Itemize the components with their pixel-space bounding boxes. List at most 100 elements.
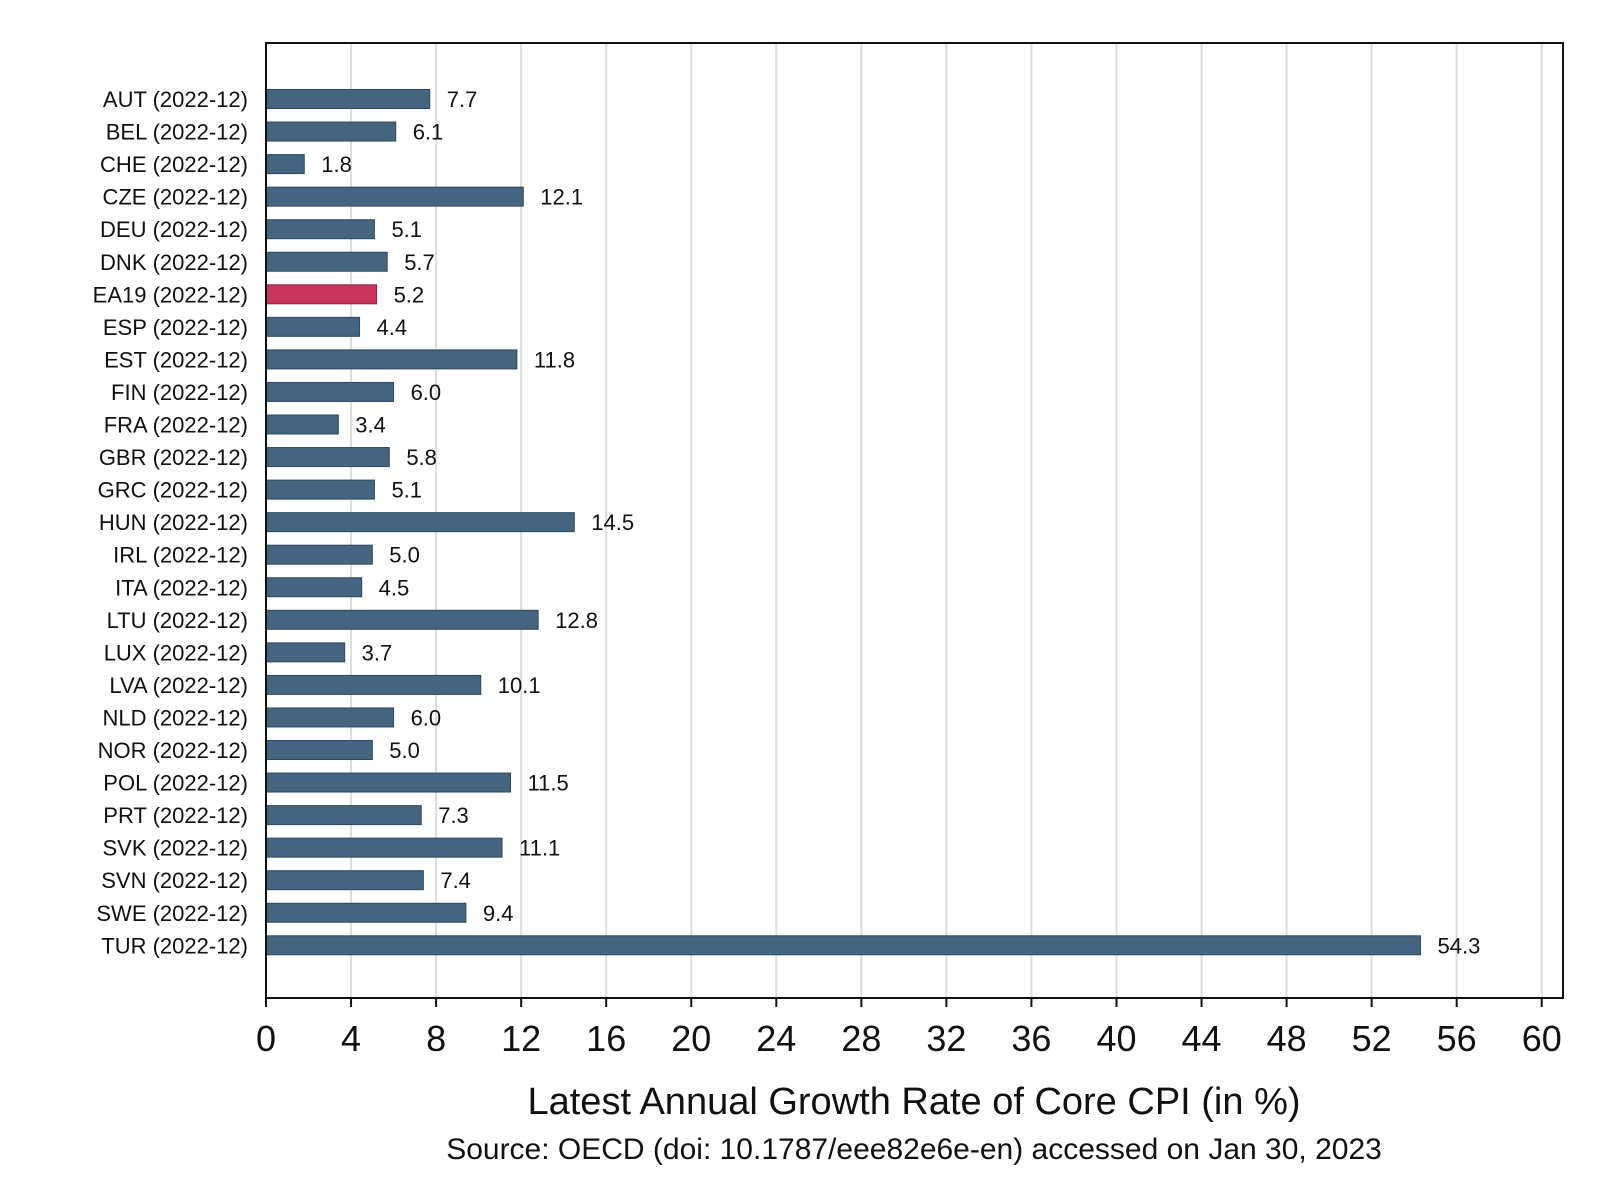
category-label: DNK (2022-12) bbox=[100, 250, 248, 275]
bar-value-label: 5.2 bbox=[394, 282, 425, 307]
bar bbox=[265, 349, 518, 370]
bar bbox=[265, 512, 575, 533]
category-label: PRT (2022-12) bbox=[103, 803, 248, 828]
category-label: POL (2022-12) bbox=[103, 771, 248, 796]
category-label: LTU (2022-12) bbox=[107, 608, 248, 633]
x-tick-label: 44 bbox=[1182, 1018, 1222, 1059]
category-label: LVA (2022-12) bbox=[109, 673, 248, 698]
bar bbox=[265, 447, 390, 468]
x-tick-label: 0 bbox=[256, 1018, 276, 1059]
category-label: FIN (2022-12) bbox=[111, 380, 248, 405]
bar bbox=[265, 935, 1422, 956]
category-label: IRL (2022-12) bbox=[113, 543, 248, 568]
category-labels: AUT (2022-12) BEL (2022-12) CHE (2022-12) C… bbox=[93, 87, 248, 958]
category-label: AUT (2022-12) bbox=[103, 87, 248, 112]
category-label: CHE (2022-12) bbox=[100, 152, 248, 177]
x-tick-label: 8 bbox=[426, 1018, 446, 1059]
bar-value-label: 14.5 bbox=[591, 510, 634, 535]
bar bbox=[265, 707, 395, 728]
value-labels: 7.76.1 1.8 12.1 5.1 5.7 5.2 4.4 11.8 6.0 3.4 5.8 5.… bbox=[321, 87, 1480, 958]
bar-value-label: 4.5 bbox=[379, 575, 410, 600]
x-tick-label: 16 bbox=[586, 1018, 626, 1059]
category-label: NLD (2022-12) bbox=[102, 705, 248, 730]
category-label: NOR (2022-12) bbox=[98, 738, 248, 763]
source-note: Source: OECD (doi: 10.1787/eee82e6e-en) … bbox=[446, 1133, 1382, 1166]
category-label: BEL (2022-12) bbox=[106, 120, 248, 145]
category-label: DEU (2022-12) bbox=[100, 217, 248, 242]
bar bbox=[265, 121, 397, 142]
bar bbox=[265, 316, 361, 337]
x-tick-label: 40 bbox=[1096, 1018, 1136, 1059]
category-label: FRA (2022-12) bbox=[104, 413, 248, 438]
category-label: ESP (2022-12) bbox=[103, 315, 248, 340]
category-label: HUN (2022-12) bbox=[99, 510, 248, 535]
bar bbox=[265, 577, 363, 598]
bar bbox=[265, 772, 512, 793]
category-label: GBR (2022-12) bbox=[99, 445, 248, 470]
bar-value-label: 7.7 bbox=[447, 87, 478, 112]
x-tick-label: 28 bbox=[841, 1018, 881, 1059]
x-tick-label: 56 bbox=[1437, 1018, 1477, 1059]
bar bbox=[265, 479, 375, 500]
bar bbox=[265, 674, 482, 695]
bar-value-label: 3.4 bbox=[355, 413, 386, 438]
bar-value-label: 3.7 bbox=[362, 640, 393, 665]
x-axis-ticks: 0 4 8 12 16 20 24 28 32 36 40 44 48 52 56 60 bbox=[256, 998, 1562, 1059]
bar bbox=[265, 609, 539, 630]
bar bbox=[265, 642, 346, 663]
bar bbox=[265, 381, 395, 402]
x-tick-label: 12 bbox=[501, 1018, 541, 1059]
bar-value-label: 7.4 bbox=[440, 868, 471, 893]
category-label: LUX (2022-12) bbox=[104, 640, 248, 665]
bar bbox=[265, 805, 422, 826]
bar bbox=[265, 89, 431, 109]
bar-value-label: 5.1 bbox=[391, 217, 422, 242]
bar-value-label: 12.1 bbox=[540, 185, 583, 210]
plot-frame bbox=[265, 42, 1564, 999]
bar-value-label: 6.0 bbox=[411, 705, 442, 730]
bar-value-label: 5.0 bbox=[389, 738, 420, 763]
bar bbox=[265, 284, 378, 305]
bar-value-label: 4.4 bbox=[377, 315, 408, 340]
bar-value-label: 12.8 bbox=[555, 608, 598, 633]
bar bbox=[265, 837, 503, 858]
category-label: EST (2022-12) bbox=[104, 347, 248, 372]
bar bbox=[265, 219, 375, 240]
category-label: ITA (2022-12) bbox=[115, 575, 248, 600]
bar-value-label: 5.1 bbox=[391, 478, 422, 503]
bar bbox=[265, 414, 339, 435]
x-tick-label: 52 bbox=[1352, 1018, 1392, 1059]
bar-value-label: 6.0 bbox=[411, 380, 442, 405]
category-label: SVN (2022-12) bbox=[101, 868, 248, 893]
bar bbox=[265, 870, 424, 891]
category-label: CZE (2022-12) bbox=[102, 185, 248, 210]
x-tick-label: 4 bbox=[341, 1018, 361, 1059]
bar-value-label: 5.0 bbox=[389, 543, 420, 568]
x-axis-title: Latest Annual Growth Rate of Core CPI (i… bbox=[527, 1081, 1300, 1123]
category-label: TUR (2022-12) bbox=[101, 933, 248, 958]
bar bbox=[265, 154, 305, 175]
bar-value-label: 11.8 bbox=[534, 347, 575, 372]
bar-value-label: 11.1 bbox=[519, 836, 560, 861]
bar-value-label: 7.3 bbox=[438, 803, 469, 828]
x-tick-label: 20 bbox=[671, 1018, 711, 1059]
x-tick-label: 36 bbox=[1011, 1018, 1051, 1059]
bar-value-label: 6.1 bbox=[413, 120, 444, 145]
bar-value-label: 1.8 bbox=[321, 152, 352, 177]
bar bbox=[265, 186, 524, 207]
x-tick-label: 32 bbox=[926, 1018, 966, 1059]
bar bbox=[265, 251, 388, 272]
category-label: EA19 (2022-12) bbox=[93, 282, 248, 307]
bar-value-label: 11.5 bbox=[528, 771, 569, 796]
bar bbox=[265, 740, 373, 760]
bar-value-label: 10.1 bbox=[498, 673, 541, 698]
bar bbox=[265, 902, 467, 923]
bar-value-label: 54.3 bbox=[1438, 933, 1481, 958]
bar-value-label: 5.8 bbox=[406, 445, 437, 470]
x-tick-label: 48 bbox=[1267, 1018, 1307, 1059]
category-label: GRC (2022-12) bbox=[98, 478, 248, 503]
bar-value-label: 5.7 bbox=[404, 250, 435, 275]
x-tick-label: 60 bbox=[1522, 1018, 1562, 1059]
bar-value-label: 9.4 bbox=[483, 901, 514, 926]
